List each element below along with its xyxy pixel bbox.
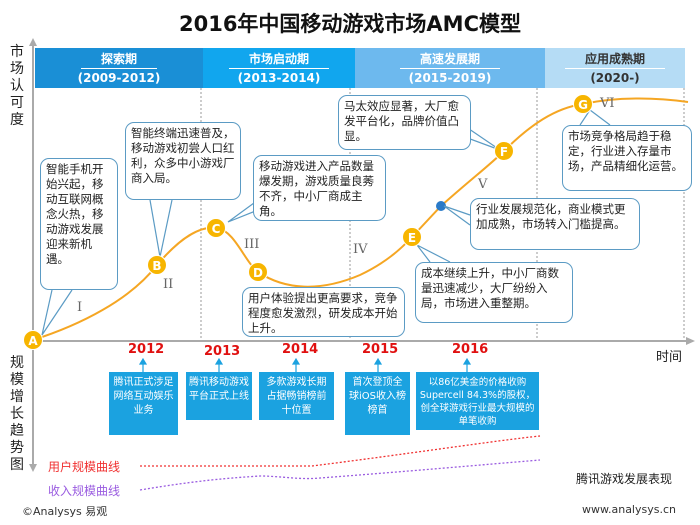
point-f: F (494, 141, 514, 161)
callout-f: 马太效应显著，大厂愈发平台化，品牌价值凸显。 (338, 95, 471, 150)
stage-3: III (244, 237, 260, 252)
x-axis-label: 时间 (656, 350, 683, 365)
event-2013: 腾讯移动游戏平台正式上线 (186, 372, 252, 420)
phase-exploration: 探索期 (2009-2012) (35, 48, 203, 88)
user-scale-curve (311, 435, 541, 467)
event-2016: 以86亿美金的价格收购Supercell 84.3%的股权，创全球游戏行业最大规… (416, 372, 539, 430)
year-2015: 2015 (362, 342, 399, 357)
year-2012: 2012 (128, 342, 165, 357)
stage-1: I (77, 300, 83, 315)
tencent-section-label: 腾讯游戏发展表现 (576, 472, 673, 486)
legend-user-scale: 用户规模曲线 (48, 460, 121, 474)
callout-d: 用户体验提出更高要求，竞争程度愈发激烈，研发成本开始上升。 (242, 287, 405, 337)
event-2014: 多款游戏长期占据畅销榜前十位置 (259, 372, 334, 420)
stage-5: V (478, 177, 488, 192)
point-a: A (23, 330, 43, 350)
page-title: 2016年中国移动游戏市场AMC模型 (178, 12, 521, 36)
point-d: D (248, 262, 268, 282)
point-e: E (402, 227, 422, 247)
event-2015: 首次登顶全球iOS收入榜榜首 (345, 372, 410, 435)
footer-url: www.analysys.cn (582, 503, 676, 516)
legend-revenue-scale: 收入规模曲线 (48, 484, 121, 498)
y-axis-label: 市场认可度 (10, 44, 24, 128)
phase-mature: 应用成熟期 (2020-) (545, 48, 685, 88)
year-2014: 2014 (282, 342, 319, 357)
callout-a: 智能手机开始兴起，移动互联网概念火热，移动游戏发展迎来新机遇。 (40, 158, 118, 290)
stage-6: VI (600, 96, 615, 111)
point-c: C (206, 218, 226, 238)
callout-b: 智能终端迅速普及，移动游戏初尝人口红利，众多中小游戏厂商入局。 (125, 122, 241, 200)
stage-4: IV (353, 242, 368, 257)
revenue-scale-curve (139, 459, 541, 491)
inflection-dot (436, 201, 446, 211)
year-2013: 2013 (204, 344, 241, 359)
callout-c: 移动游戏进入产品数量爆发期，游戏质量良莠不齐，中小厂商成主角。 (253, 155, 386, 221)
phase-launch: 市场启动期 (2013-2014) (203, 48, 355, 88)
callout-dot: 行业发展规范化，商业模式更加成熟，市场转入门槛提高。 (470, 198, 640, 250)
event-2012: 腾讯正式涉足网络互动娱乐业务 (109, 372, 178, 435)
lower-axis-arrow-icon (29, 464, 37, 472)
y-axis-arrow-icon (29, 38, 37, 46)
callout-g: 市场竞争格局趋于稳定，行业进入存量市场，产品精细化运营。 (562, 125, 692, 191)
x-axis-arrow-icon (686, 337, 695, 345)
phase-growth: 高速发展期 (2015-2019) (355, 48, 545, 88)
point-b: B (147, 255, 167, 275)
point-g: G (573, 94, 593, 114)
footer-copyright: ©Analysys 易观 (22, 505, 108, 518)
stage-2: II (163, 277, 174, 292)
year-2016: 2016 (452, 342, 489, 357)
callout-e: 成本继续上升，中小厂商数量迅速减少，大厂纷纷入局，市场进入重整期。 (415, 262, 573, 323)
lower-y-axis-label: 规模增长趋势图 (10, 355, 24, 473)
